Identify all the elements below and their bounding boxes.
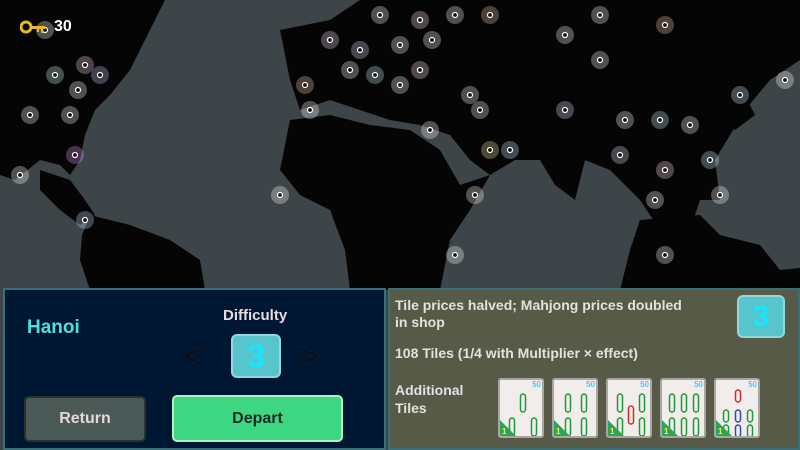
city-marker[interactable] bbox=[661, 21, 669, 29]
city-marker[interactable] bbox=[561, 106, 569, 114]
tile-5[interactable]: 50 1 bbox=[714, 378, 760, 438]
continents bbox=[0, 0, 800, 290]
city-marker[interactable] bbox=[471, 191, 479, 199]
city-marker[interactable] bbox=[376, 11, 384, 19]
city-marker[interactable] bbox=[71, 151, 79, 159]
tile-badge: 50 bbox=[748, 380, 757, 389]
city-marker[interactable] bbox=[476, 106, 484, 114]
city-markers bbox=[11, 6, 794, 264]
city-marker[interactable] bbox=[661, 166, 669, 174]
city-marker[interactable] bbox=[506, 146, 514, 154]
city-marker[interactable] bbox=[416, 16, 424, 24]
city-marker[interactable] bbox=[326, 36, 334, 44]
level-corner bbox=[608, 420, 624, 436]
tile-badge: 50 bbox=[694, 380, 703, 389]
bamboo-icon bbox=[722, 389, 754, 436]
tile-badge: 50 bbox=[640, 380, 649, 389]
additional-tiles-label: Additional Tiles bbox=[395, 382, 464, 416]
key-icon bbox=[20, 20, 45, 34]
city-marker[interactable] bbox=[371, 71, 379, 79]
city-marker[interactable] bbox=[486, 11, 494, 19]
tile-level: 1 bbox=[610, 427, 615, 436]
tile-level: 1 bbox=[502, 427, 507, 436]
level-corner bbox=[662, 420, 678, 436]
city-marker[interactable] bbox=[66, 111, 74, 119]
key-count: 30 bbox=[54, 18, 72, 35]
key-counter: 30 bbox=[20, 18, 72, 36]
city-marker[interactable] bbox=[621, 116, 629, 124]
city-marker[interactable] bbox=[396, 81, 404, 89]
city-marker[interactable] bbox=[346, 66, 354, 74]
city-marker[interactable] bbox=[466, 91, 474, 99]
tile-2[interactable]: 50 1 bbox=[552, 378, 598, 438]
city-marker[interactable] bbox=[81, 216, 89, 224]
city-marker[interactable] bbox=[451, 251, 459, 259]
depart-button[interactable]: Depart bbox=[172, 395, 343, 442]
city-marker[interactable] bbox=[716, 191, 724, 199]
city-marker[interactable] bbox=[596, 56, 604, 64]
city-marker[interactable] bbox=[16, 171, 24, 179]
city-marker[interactable] bbox=[276, 191, 284, 199]
city-marker[interactable] bbox=[301, 81, 309, 89]
city-marker[interactable] bbox=[706, 156, 714, 164]
tile-badge: 50 bbox=[532, 380, 541, 389]
city-marker[interactable] bbox=[616, 151, 624, 159]
city-name: Hanoi bbox=[27, 317, 80, 338]
tile-level: 1 bbox=[664, 427, 669, 436]
tile-3[interactable]: 50 1 bbox=[606, 378, 652, 438]
city-marker[interactable] bbox=[51, 71, 59, 79]
city-marker[interactable] bbox=[396, 41, 404, 49]
tile-1[interactable]: 50 1 bbox=[498, 378, 544, 438]
tile-count: 108 Tiles (1/4 with Multiplier × effect) bbox=[395, 345, 638, 361]
city-marker[interactable] bbox=[661, 251, 669, 259]
world-map[interactable] bbox=[0, 0, 800, 290]
city-marker[interactable] bbox=[74, 86, 82, 94]
city-marker[interactable] bbox=[651, 196, 659, 204]
difficulty-info-panel: Tile prices halved; Mahjong prices doubl… bbox=[388, 288, 800, 450]
tile-level: 1 bbox=[718, 427, 723, 436]
tile-level: 1 bbox=[556, 427, 561, 436]
difficulty-badge: 3 bbox=[737, 295, 785, 338]
city-marker[interactable] bbox=[426, 126, 434, 134]
city-marker[interactable] bbox=[26, 111, 34, 119]
level-corner bbox=[554, 420, 570, 436]
difficulty-description: Tile prices halved; Mahjong prices doubl… bbox=[395, 297, 682, 330]
city-marker[interactable] bbox=[96, 71, 104, 79]
city-marker[interactable] bbox=[416, 66, 424, 74]
city-marker[interactable] bbox=[736, 91, 744, 99]
city-marker[interactable] bbox=[781, 76, 789, 84]
difficulty-next-button[interactable]: > bbox=[297, 336, 320, 378]
city-panel: Hanoi Difficulty < 3 > Return Depart bbox=[3, 288, 386, 450]
city-marker[interactable] bbox=[486, 146, 494, 154]
level-corner bbox=[500, 420, 516, 436]
city-marker[interactable] bbox=[428, 36, 436, 44]
city-marker[interactable] bbox=[306, 106, 314, 114]
city-marker[interactable] bbox=[686, 121, 694, 129]
city-marker[interactable] bbox=[596, 11, 604, 19]
return-button[interactable]: Return bbox=[24, 396, 146, 442]
tile-badge: 50 bbox=[586, 380, 595, 389]
city-marker[interactable] bbox=[561, 31, 569, 39]
city-marker[interactable] bbox=[656, 116, 664, 124]
tile-4[interactable]: 50 1 bbox=[660, 378, 706, 438]
bamboo-icon bbox=[564, 393, 588, 436]
city-marker[interactable] bbox=[451, 11, 459, 19]
difficulty-value: 3 bbox=[231, 334, 281, 378]
city-marker[interactable] bbox=[356, 46, 364, 54]
difficulty-prev-button[interactable]: < bbox=[183, 336, 206, 378]
level-corner bbox=[716, 420, 732, 436]
difficulty-label: Difficulty bbox=[223, 307, 288, 324]
city-marker[interactable] bbox=[81, 61, 89, 69]
